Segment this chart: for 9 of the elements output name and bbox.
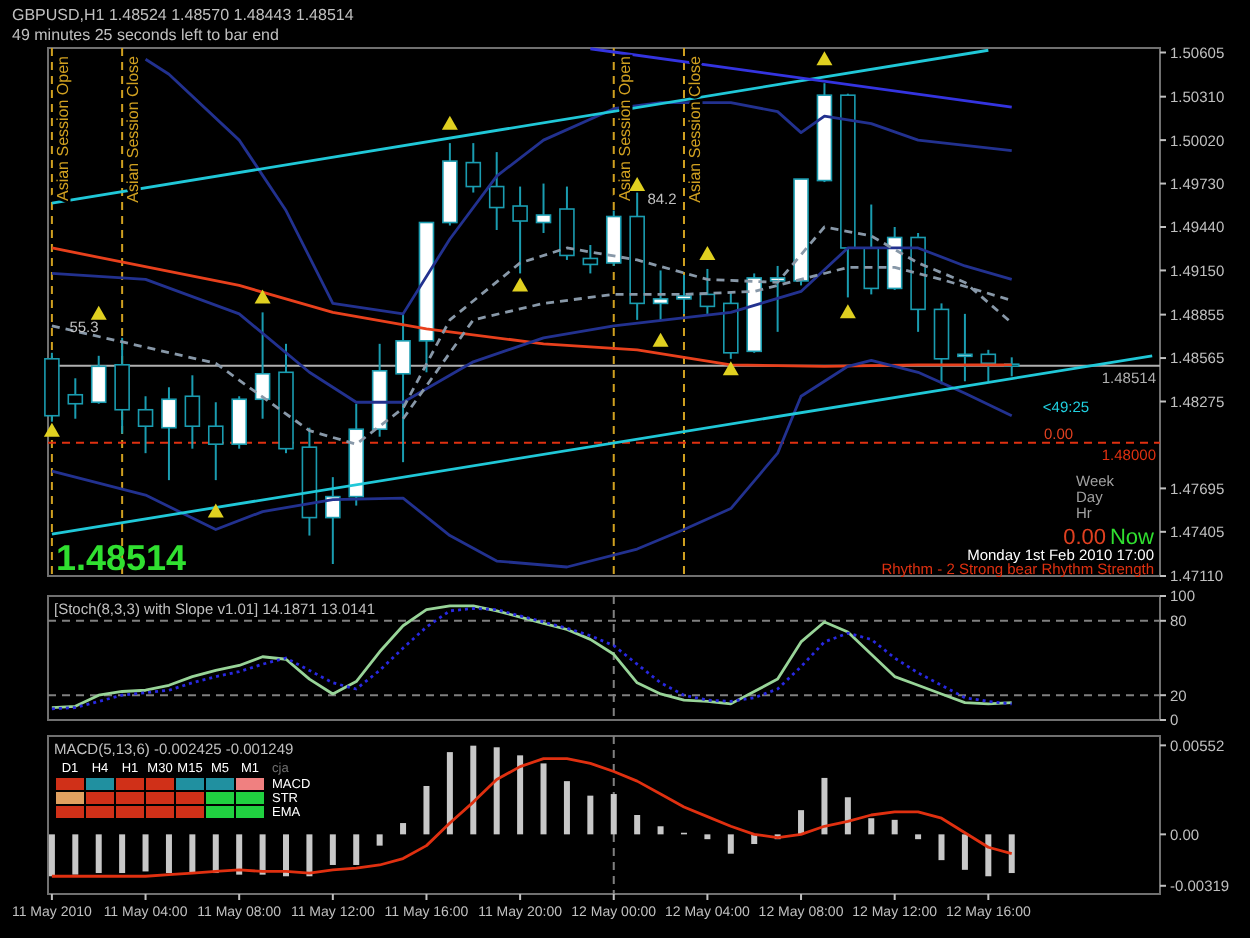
chart-subtitle: 49 minutes 25 seconds left to bar end	[12, 26, 279, 44]
annotation: 1.48514	[56, 538, 187, 578]
ref-line-label: Asian Session Open	[53, 56, 72, 201]
ref-line-label: Asian Session Close	[685, 54, 704, 203]
annotation: 0.00	[1063, 526, 1106, 550]
annotation: Now	[1109, 526, 1155, 550]
ref-line-label: Asian Session Open	[615, 56, 634, 201]
chart-title: GBPUSD,H1 1.48524 1.48570 1.48443 1.48514	[12, 6, 355, 24]
ref-line-label: Asian Session Close	[124, 54, 143, 203]
